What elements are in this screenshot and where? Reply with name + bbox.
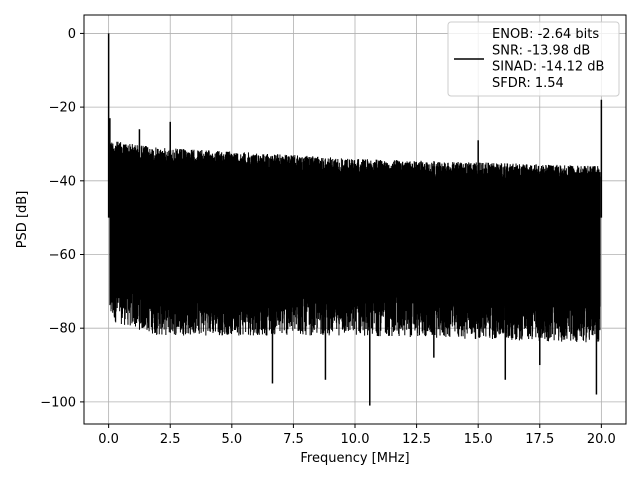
legend-entry: SINAD: -14.12 dB [492, 60, 604, 75]
x-tick-label: 17.5 [525, 432, 554, 447]
x-tick-label: 15.0 [464, 432, 493, 447]
y-tick-label: −100 [40, 395, 76, 410]
x-tick-label: 2.5 [160, 432, 181, 447]
y-axis-label: PSD [dB] [15, 191, 30, 249]
x-tick-label: 20.0 [587, 432, 616, 447]
psd-noise-floor [109, 141, 601, 343]
legend-entry: SFDR: 1.54 [492, 76, 564, 91]
legend-entry: ENOB: -2.64 bits [492, 27, 599, 42]
x-tick-label: 5.0 [221, 432, 242, 447]
y-tick-label: 0 [68, 27, 76, 42]
y-axis: 0 −20 −40 −60 −80 −100 [40, 27, 84, 410]
y-tick-label: −60 [49, 248, 76, 263]
psd-series [107, 33, 603, 406]
legend-entry: SNR: -13.98 dB [492, 43, 590, 58]
x-tick-label: 10.0 [341, 432, 370, 447]
y-tick-label: −20 [49, 101, 76, 116]
y-tick-label: −80 [49, 322, 76, 337]
x-axis: 0.0 2.5 5.0 7.5 10.0 12.5 15.0 17.5 20.0 [98, 424, 616, 447]
x-axis-label: Frequency [MHz] [300, 451, 409, 466]
x-tick-label: 12.5 [402, 432, 431, 447]
legend-box [447, 21, 620, 97]
x-tick-label: 7.5 [283, 432, 304, 447]
y-tick-label: −40 [49, 174, 76, 189]
x-tick-label: 0.0 [98, 432, 119, 447]
